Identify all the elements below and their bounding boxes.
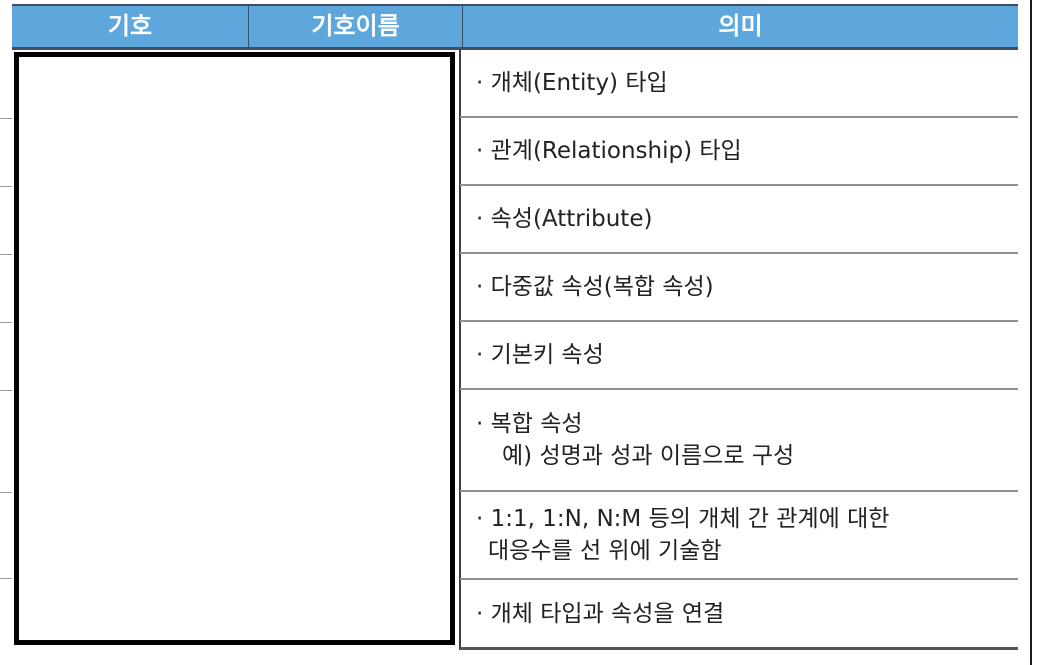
- row-divider-tick: [0, 118, 12, 119]
- meaning-text: · 복합 속성: [476, 411, 583, 437]
- meaning-text: · 개체(Entity) 타입: [476, 70, 668, 96]
- meaning-text: · 다중값 속성(복합 속성): [476, 274, 714, 300]
- row-divider-tick: [0, 254, 12, 255]
- column-divider: [459, 50, 461, 650]
- meaning-text: · 1:1, 1:N, N:M 등의 개체 간 관계에 대한: [476, 506, 890, 532]
- meaning-row-cardinality: · 1:1, 1:N, N:M 등의 개체 간 관계에 대한 대응수를 선 위에…: [460, 492, 1018, 580]
- row-divider-tick: [0, 322, 12, 323]
- meaning-row-entity: · 개체(Entity) 타입: [460, 50, 1018, 118]
- meaning-text: · 개체 타입과 속성을 연결: [476, 600, 725, 627]
- row-divider-tick: [0, 492, 12, 493]
- meaning-row-link: · 개체 타입과 속성을 연결: [460, 580, 1018, 650]
- meaning-row-multivalued: · 다중값 속성(복합 속성): [460, 254, 1018, 322]
- meaning-text-example: 예) 성명과 성과 이름으로 구성: [502, 443, 795, 469]
- meaning-column: · 개체(Entity) 타입 · 관계(Relationship) 타입 · …: [460, 50, 1018, 650]
- meaning-text: · 기본키 속성: [476, 342, 604, 368]
- header-symbol: 기호: [12, 6, 249, 47]
- row-divider-tick: [0, 578, 12, 579]
- meaning-text: · 속성(Attribute): [476, 206, 653, 232]
- meaning-row-primary-key: · 기본키 속성: [460, 322, 1018, 390]
- meaning-row-attribute: · 속성(Attribute): [460, 186, 1018, 254]
- header-meaning: 의미: [718, 12, 763, 40]
- outer-right-border: [1030, 0, 1032, 665]
- header-symbol-name: 기호이름: [249, 6, 463, 47]
- symbol-column-area: [14, 52, 455, 645]
- meaning-text-continued: 대응수를 선 위에 기술함: [488, 538, 722, 564]
- meaning-text: · 관계(Relationship) 타입: [476, 138, 742, 164]
- row-divider-tick: [0, 186, 12, 187]
- meaning-row-relationship: · 관계(Relationship) 타입: [460, 118, 1018, 186]
- row-divider-tick: [0, 390, 12, 391]
- table-header: 기호 기호이름 의미: [12, 4, 1018, 50]
- meaning-row-composite: · 복합 속성 예) 성명과 성과 이름으로 구성: [460, 390, 1018, 492]
